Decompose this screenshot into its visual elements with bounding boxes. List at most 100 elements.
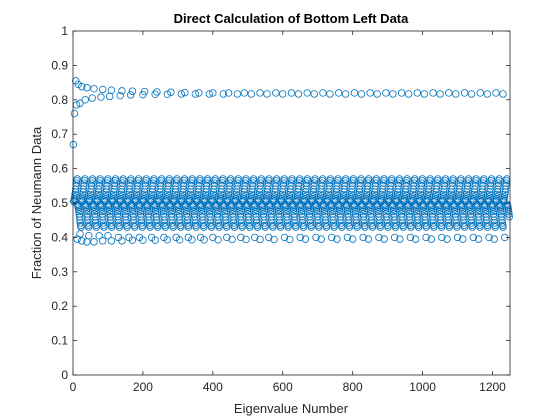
- x-axis-label: Eigenvalue Number: [234, 401, 349, 416]
- data-point: [256, 182, 264, 190]
- data-point: [487, 179, 495, 187]
- data-point: [370, 193, 378, 201]
- y-axis-label: Fraction of Neumann Data: [29, 126, 44, 279]
- data-point: [393, 193, 401, 201]
- data-point: [479, 182, 487, 190]
- data-point: [95, 182, 103, 190]
- data-point: [445, 89, 453, 97]
- data-point: [406, 233, 415, 242]
- data-point: [107, 219, 115, 227]
- data-point: [228, 207, 237, 216]
- data-point: [299, 223, 308, 231]
- data-point: [416, 190, 425, 199]
- data-point: [233, 182, 241, 190]
- data-point: [350, 89, 359, 97]
- data-point: [241, 179, 249, 187]
- data-point: [368, 223, 377, 231]
- data-point: [491, 223, 500, 231]
- data-point: [498, 219, 507, 227]
- data-point: [291, 216, 299, 224]
- data-point: [161, 219, 169, 227]
- data-point: [278, 190, 286, 199]
- data-point: [293, 190, 302, 199]
- data-point: [71, 190, 79, 199]
- data-point: [184, 233, 193, 242]
- data-point: [186, 193, 194, 201]
- data-point: [131, 223, 139, 231]
- data-point: [288, 175, 296, 183]
- data-point: [324, 190, 332, 199]
- data-point: [197, 207, 206, 216]
- data-point: [76, 219, 85, 227]
- data-point: [476, 89, 484, 97]
- data-point: [245, 219, 253, 227]
- data-point: [170, 193, 179, 201]
- data-point: [230, 219, 238, 227]
- data-point: [443, 235, 451, 243]
- data-point: [354, 193, 363, 201]
- data-point: [482, 216, 491, 224]
- data-point: [219, 90, 228, 98]
- data-point: [357, 90, 366, 98]
- data-point: [356, 179, 365, 187]
- data-point: [207, 219, 215, 227]
- data-point: [259, 207, 267, 216]
- data-point: [374, 205, 382, 213]
- data-point: [418, 175, 427, 183]
- data-point: [385, 193, 394, 201]
- data-point: [256, 89, 264, 97]
- data-point: [388, 175, 396, 183]
- data-point: [99, 219, 108, 227]
- data-point: [99, 85, 107, 94]
- data-point: [439, 193, 447, 201]
- data-point: [218, 179, 226, 187]
- data-point: [244, 207, 252, 216]
- data-point: [443, 205, 451, 213]
- data-point: [268, 216, 276, 224]
- data-point: [230, 223, 239, 231]
- data-point: [184, 223, 193, 231]
- data-point: [205, 90, 214, 98]
- data-point: [293, 193, 301, 201]
- data-point: [411, 235, 420, 243]
- data-point: [326, 175, 335, 183]
- data-point: [228, 205, 236, 213]
- data-point: [270, 190, 279, 199]
- data-point: [118, 179, 127, 187]
- data-point: [421, 216, 429, 224]
- data-point: [223, 223, 231, 231]
- data-point: [245, 216, 253, 224]
- x-tick-label: 0: [70, 380, 77, 394]
- data-point: [119, 175, 127, 183]
- data-point: [325, 182, 334, 190]
- data-point: [253, 223, 262, 231]
- data-point: [340, 182, 349, 190]
- data-point: [107, 237, 116, 245]
- data-point: [448, 182, 456, 190]
- data-point: [226, 175, 235, 183]
- data-point: [152, 216, 161, 224]
- data-point: [236, 205, 244, 213]
- data-point: [128, 205, 136, 213]
- data-point: [441, 179, 449, 187]
- data-point: [504, 205, 512, 213]
- data-point: [408, 190, 417, 199]
- data-point: [343, 233, 352, 242]
- data-point: [126, 91, 135, 99]
- data-point: [136, 205, 144, 213]
- data-point: [301, 193, 309, 201]
- data-point: [450, 205, 459, 213]
- data-point: [494, 179, 503, 187]
- data-point: [88, 94, 96, 102]
- data-point: [339, 190, 348, 199]
- data-point: [163, 193, 171, 201]
- data-point: [481, 205, 489, 213]
- data-point: [360, 219, 368, 227]
- data-point: [86, 190, 95, 199]
- data-point: [464, 175, 473, 183]
- data-point: [151, 90, 159, 98]
- data-point: [177, 90, 186, 98]
- data-point: [96, 175, 104, 183]
- data-point: [436, 216, 445, 224]
- data-point: [247, 90, 255, 98]
